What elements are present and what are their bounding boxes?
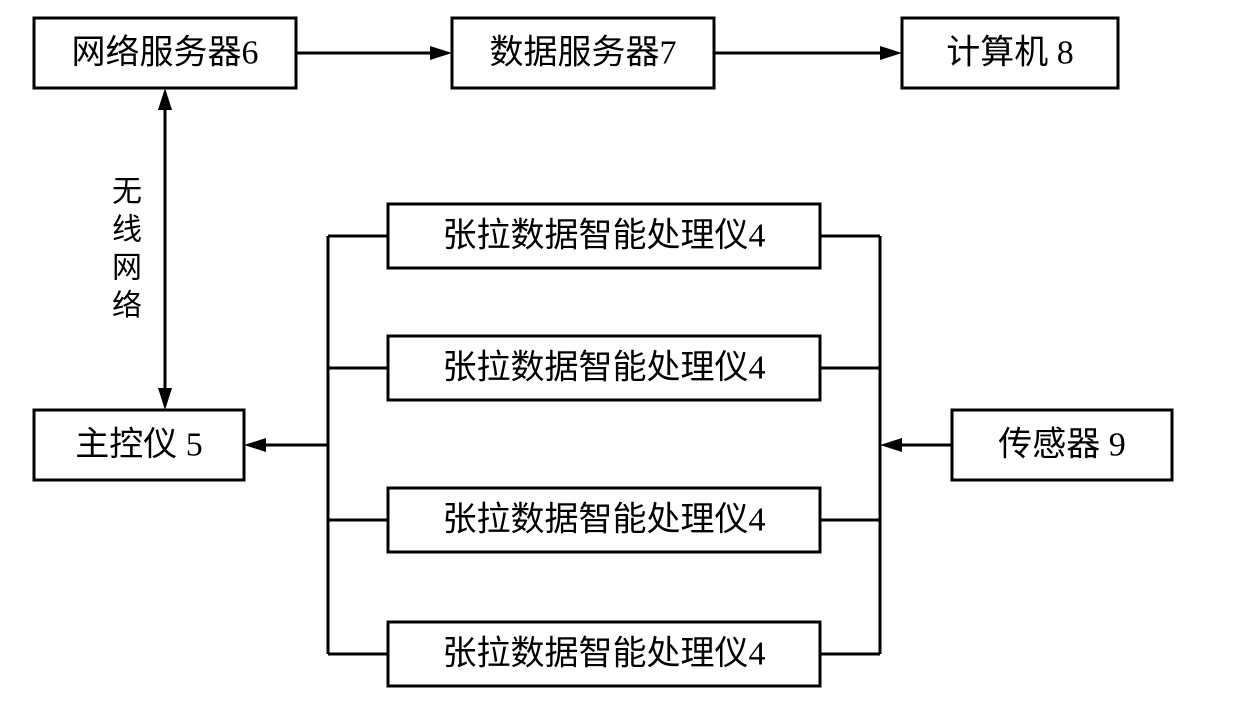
node-proc2: 张拉数据智能处理仪4 <box>388 336 820 400</box>
wireless-label-char: 络 <box>112 290 142 323</box>
node-proc3: 张拉数据智能处理仪4 <box>388 488 820 552</box>
node-label-computer: 计算机 8 <box>946 34 1074 72</box>
node-label-sensor: 传感器 9 <box>998 426 1126 464</box>
diagram-canvas: 网络服务器6 数据服务器7 计算机 8 主控仪 5 张拉数据智能处理仪4 张拉数据智能处理… <box>0 0 1240 713</box>
node-label-proc3: 张拉数据智能处理仪4 <box>443 501 766 539</box>
node-data_server: 数据服务器7 <box>452 18 714 88</box>
node-net_server: 网络服务器6 <box>34 18 296 88</box>
node-proc1: 张拉数据智能处理仪4 <box>388 204 820 268</box>
node-main_ctrl: 主控仪 5 <box>34 410 244 480</box>
wireless-label-char: 线 <box>112 214 142 247</box>
node-label-data_server: 数据服务器7 <box>490 34 677 72</box>
node-label-proc1: 张拉数据智能处理仪4 <box>443 217 766 255</box>
node-label-main_ctrl: 主控仪 5 <box>75 426 203 464</box>
node-label-proc2: 张拉数据智能处理仪4 <box>443 349 766 387</box>
node-label-net_server: 网络服务器6 <box>72 34 259 72</box>
node-proc4: 张拉数据智能处理仪4 <box>388 622 820 686</box>
node-label-proc4: 张拉数据智能处理仪4 <box>443 635 766 673</box>
node-sensor: 传感器 9 <box>952 410 1172 480</box>
node-computer: 计算机 8 <box>902 18 1118 88</box>
wireless-label-char: 网 <box>112 252 142 285</box>
wireless-label-char: 无 <box>112 176 142 209</box>
